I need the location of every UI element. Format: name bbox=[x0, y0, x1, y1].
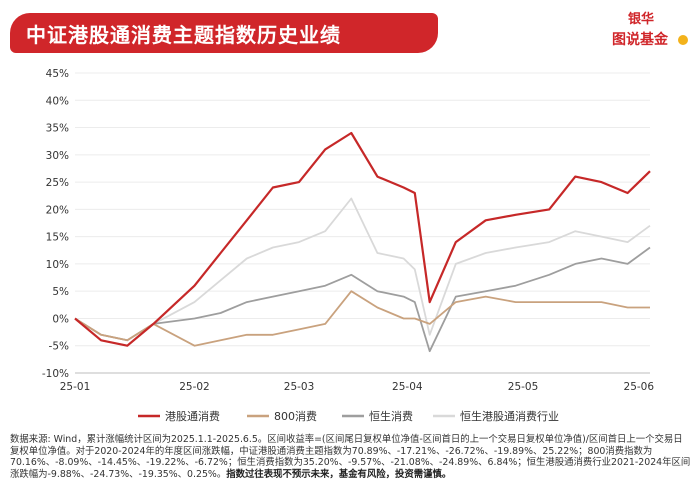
title-banner bbox=[10, 13, 438, 53]
chart-card bbox=[6, 6, 694, 432]
y-tick-label: 40% bbox=[46, 95, 69, 107]
footnote-text: 数据来源: Wind，累计涨幅统计区间为2025.1.1-2025.6.5。区间… bbox=[10, 434, 691, 480]
y-tick-label: -5% bbox=[49, 341, 69, 353]
line-chart: -10% -5% 0% 5% 10% 15% 20% 25% 30% 35% 40% 45% 25-01… bbox=[42, 68, 655, 423]
y-tick-label: -10% bbox=[42, 368, 69, 380]
y-tick-label: 35% bbox=[46, 123, 69, 135]
y-tick-label: 0% bbox=[52, 313, 69, 325]
y-tick-label: 25% bbox=[46, 177, 69, 189]
series-line-2 bbox=[74, 246, 651, 353]
y-tick-label: 10% bbox=[46, 259, 69, 271]
footnote-risk-warning: 指数过往表现不预示未来，基金有风险，投资需谨慎。 bbox=[226, 468, 452, 480]
x-tick-label: 25-01 bbox=[60, 381, 91, 393]
y-tick-label: 30% bbox=[46, 150, 69, 162]
series-line-3 bbox=[74, 197, 651, 342]
x-tick-label: 25-02 bbox=[179, 381, 210, 393]
page-title: 中证港股通消费主题指数历史业绩 bbox=[26, 23, 341, 47]
series-line-1 bbox=[74, 290, 650, 347]
legend-label-1: 800消费 bbox=[274, 409, 317, 423]
y-tick-label: 15% bbox=[46, 232, 69, 244]
y-tick-label: 5% bbox=[52, 286, 69, 298]
series-line-0 bbox=[74, 131, 651, 347]
legend-label-0: 港股通消费 bbox=[165, 409, 220, 423]
x-tick-label: 25-06 bbox=[624, 381, 655, 393]
y-tick-label: 45% bbox=[46, 68, 69, 80]
legend-label-2: 恒生消费 bbox=[369, 409, 413, 423]
x-tick-label: 25-05 bbox=[508, 381, 539, 393]
brand-logo-top: 银华 bbox=[628, 12, 655, 27]
brand-logo-main: 图说基金 bbox=[612, 32, 668, 48]
legend-label-3: 恒生港股通消费行业 bbox=[460, 409, 559, 423]
x-tick-label: 25-03 bbox=[284, 381, 315, 393]
brand-dot-icon bbox=[678, 35, 688, 45]
footnote: 数据来源: Wind，累计涨幅统计区间为2025.1.1-2025.6.5。区间… bbox=[10, 434, 692, 480]
x-tick-label: 25-04 bbox=[392, 381, 423, 393]
y-tick-label: 20% bbox=[46, 204, 69, 216]
